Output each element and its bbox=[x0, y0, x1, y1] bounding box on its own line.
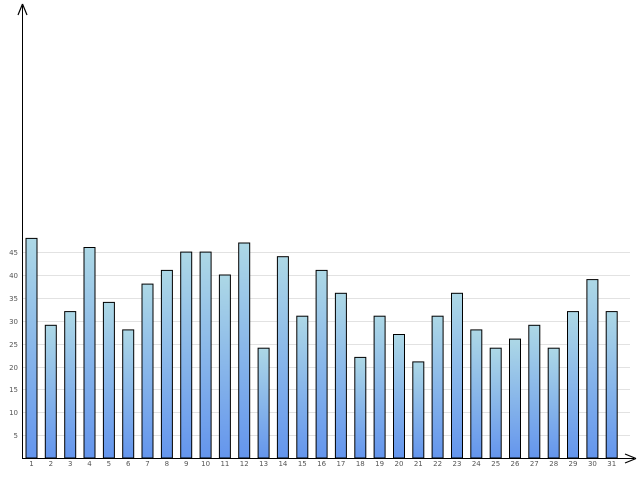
bar-28 bbox=[547, 347, 560, 459]
y-tick-label: 45 bbox=[9, 249, 18, 257]
bar-21 bbox=[412, 361, 425, 459]
bar-2 bbox=[44, 324, 57, 459]
x-tick-label: 9 bbox=[184, 460, 188, 468]
x-tick-label: 30 bbox=[588, 460, 597, 468]
bar-12 bbox=[238, 242, 251, 459]
x-tick-label: 7 bbox=[145, 460, 149, 468]
x-tick-label: 13 bbox=[259, 460, 268, 468]
bar-5 bbox=[102, 301, 115, 459]
y-tick-label: 35 bbox=[9, 295, 18, 303]
bars bbox=[25, 237, 618, 459]
x-tick-label: 14 bbox=[278, 460, 287, 468]
bar-26 bbox=[509, 338, 521, 459]
axes bbox=[17, 3, 637, 464]
bar-31 bbox=[605, 311, 618, 459]
bar-8 bbox=[160, 269, 173, 459]
bar-11 bbox=[218, 274, 231, 459]
bar-17 bbox=[334, 292, 347, 459]
y-axis-arrow-icon bbox=[17, 3, 28, 16]
bar-20 bbox=[393, 334, 405, 459]
x-tick-label: 31 bbox=[607, 460, 616, 468]
y-tick-label: 25 bbox=[9, 341, 18, 349]
bar-24 bbox=[470, 329, 483, 459]
x-tick-label: 23 bbox=[453, 460, 462, 468]
y-tick-label: 40 bbox=[9, 272, 18, 280]
bar-25 bbox=[489, 347, 502, 459]
y-tick-label: 20 bbox=[9, 364, 18, 372]
x-tick-label: 2 bbox=[49, 460, 53, 468]
x-tick-label: 22 bbox=[433, 460, 442, 468]
bar-7 bbox=[141, 283, 154, 459]
x-tick-label: 21 bbox=[414, 460, 423, 468]
x-tick-label: 4 bbox=[87, 460, 92, 468]
bar-29 bbox=[567, 311, 579, 459]
bar-9 bbox=[180, 251, 193, 459]
bar-19 bbox=[373, 315, 386, 459]
bar-10 bbox=[199, 251, 212, 459]
x-tick-label: 19 bbox=[375, 460, 384, 468]
bar-1 bbox=[25, 237, 38, 459]
x-tick-label: 1 bbox=[29, 460, 33, 468]
x-tick-label: 28 bbox=[549, 460, 558, 468]
x-tick-label: 5 bbox=[107, 460, 111, 468]
x-tick-label: 25 bbox=[491, 460, 500, 468]
bar-13 bbox=[257, 347, 270, 459]
x-tick-label: 18 bbox=[356, 460, 365, 468]
x-tick-label: 10 bbox=[201, 460, 210, 468]
bar-4 bbox=[83, 247, 96, 459]
bar-18 bbox=[354, 356, 367, 459]
x-tick-label: 29 bbox=[569, 460, 578, 468]
x-tick-label: 16 bbox=[317, 460, 326, 468]
x-tick-label: 8 bbox=[165, 460, 169, 468]
y-tick-label: 15 bbox=[9, 386, 18, 394]
bar-3 bbox=[64, 311, 77, 459]
bar-6 bbox=[122, 329, 135, 459]
x-tick-labels: 1 2 3 4 5 6 7 8 9 10 11 12 13 14 15 16 17 18 19 20 21 22 23 24 2… bbox=[29, 460, 616, 468]
x-tick-label: 11 bbox=[220, 460, 229, 468]
x-tick-label: 6 bbox=[126, 460, 131, 468]
y-tick-label: 5 bbox=[14, 432, 18, 440]
bar-16 bbox=[315, 269, 328, 459]
x-tick-label: 26 bbox=[511, 460, 520, 468]
bar-22 bbox=[431, 315, 444, 459]
bar-30 bbox=[586, 279, 599, 459]
x-tick-label: 15 bbox=[298, 460, 307, 468]
y-tick-label: 10 bbox=[9, 409, 18, 417]
x-tick-label: 3 bbox=[68, 460, 72, 468]
bar-27 bbox=[528, 324, 541, 459]
x-tick-label: 12 bbox=[240, 460, 249, 468]
y-tick-label: 30 bbox=[9, 318, 18, 326]
x-tick-label: 20 bbox=[395, 460, 404, 468]
bar-15 bbox=[296, 315, 309, 459]
bar-14 bbox=[276, 256, 289, 459]
x-tick-label: 27 bbox=[530, 460, 539, 468]
x-axis-arrow-icon bbox=[624, 453, 637, 464]
x-tick-label: 17 bbox=[336, 460, 345, 468]
x-tick-label: 24 bbox=[472, 460, 481, 468]
bar-23 bbox=[451, 292, 463, 459]
y-tick-labels: 5 10 15 20 25 30 35 40 45 bbox=[9, 249, 18, 440]
